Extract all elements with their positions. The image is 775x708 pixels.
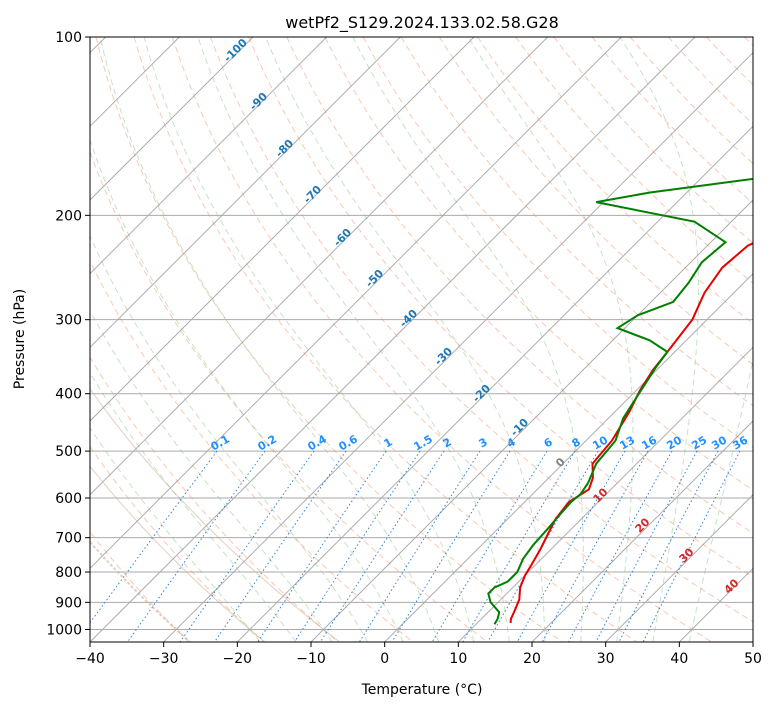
mixing-ratio-line (595, 450, 698, 642)
dry-adiabat (90, 150, 488, 642)
reference-curve (90, 387, 340, 642)
y-tick-label: 300 (55, 313, 82, 329)
y-tick-label: 900 (55, 595, 82, 611)
axes-ticks: −40 −30 −20 −10 0 10 20 30 40 50 100 200 300 400 500 60… (46, 30, 762, 667)
x-axis-label: Temperature (°C) (361, 682, 483, 698)
dry-adiabat (286, 37, 753, 534)
isotherm-line (90, 37, 254, 201)
dewpoint-series-line (487, 177, 753, 625)
moist-adiabat (99, 37, 439, 642)
mixing-ratio-line (391, 450, 511, 642)
isotherm-line (90, 37, 622, 570)
x-tick-label: 20 (523, 651, 541, 667)
isotherm-line (310, 199, 753, 642)
moist-adiabat (90, 235, 369, 642)
y-tick-label: 400 (55, 387, 82, 403)
y-tick-label: 800 (55, 565, 82, 581)
isotherm-line (457, 346, 753, 642)
mixing-ratio-line (642, 450, 741, 642)
moist-adiabat (90, 138, 404, 642)
dry-adiabat (133, 37, 638, 642)
dry-adiabat (400, 37, 753, 407)
moist-adiabat (197, 37, 510, 642)
y-tick-label: 100 (55, 30, 82, 46)
dry-adiabat (248, 37, 753, 578)
plot-background-lines (90, 37, 753, 642)
mixing-ratio-line (257, 450, 387, 642)
x-tick-label: 40 (670, 651, 688, 667)
x-tick-label: 50 (744, 651, 762, 667)
isotherm-line (384, 272, 753, 642)
dry-adiabat (171, 37, 712, 642)
moist-adiabat (143, 37, 475, 642)
moist-adiabat (688, 358, 753, 642)
temperature-series-line (509, 242, 753, 623)
moist-adiabat (90, 309, 333, 642)
dry-adiabat (324, 37, 753, 491)
x-tick-label: 0 (380, 651, 389, 667)
mixing-ratio-line (214, 450, 347, 642)
dry-adiabat (553, 37, 753, 244)
isotherm-line (90, 37, 549, 496)
x-tick-label: −30 (149, 651, 179, 667)
mixing-ratio-line (293, 450, 421, 642)
isotherm-line (236, 125, 753, 642)
reference-curve (90, 465, 266, 642)
plot-data-series (487, 177, 753, 625)
mixing-ratio-line (618, 450, 719, 642)
isotherm-line (90, 37, 475, 422)
moist-adiabat (467, 37, 634, 642)
x-tick-label: −10 (296, 651, 326, 667)
x-tick-label: 10 (449, 651, 467, 667)
dry-adiabat (210, 37, 753, 623)
isotherm-line (605, 493, 753, 642)
moist-adiabat (90, 427, 261, 642)
mixing-ratio-line (90, 450, 218, 624)
dry-adiabat (95, 37, 563, 642)
mixing-ratio-line (541, 450, 649, 642)
y-axis-label: Pressure (hPa) (12, 289, 28, 389)
dry-adiabat (90, 445, 264, 642)
mixing-ratio-line (516, 450, 626, 642)
x-tick-label: 30 (597, 651, 615, 667)
y-tick-label: 600 (55, 491, 82, 507)
mixing-ratio-line (179, 450, 315, 642)
moist-adiabat (619, 37, 699, 642)
moist-adiabat (352, 37, 584, 642)
isotherm-line (531, 420, 753, 642)
x-tick-label: −20 (223, 651, 253, 667)
plot-frame (89, 36, 754, 643)
y-tick-label: 700 (55, 531, 82, 547)
mixing-ratio-line (487, 450, 599, 642)
y-tick-label: 1000 (46, 622, 82, 638)
moist-adiabat (265, 37, 546, 642)
dry-adiabat (90, 356, 339, 642)
chart-title: wetPf2_S129.2024.133.02.58.G28 (285, 13, 559, 33)
y-tick-label: 200 (55, 208, 82, 224)
y-tick-label: 500 (55, 444, 82, 460)
isotherm-line (90, 37, 696, 642)
dry-adiabat (90, 259, 414, 642)
mixing-ratio-line (568, 450, 673, 642)
x-tick-label: −40 (75, 651, 105, 667)
isotherm-line (90, 37, 401, 349)
dry-adiabat (591, 37, 753, 204)
isotherm-line (90, 37, 328, 275)
isotherm-line (163, 51, 753, 642)
dry-adiabat (438, 37, 753, 366)
